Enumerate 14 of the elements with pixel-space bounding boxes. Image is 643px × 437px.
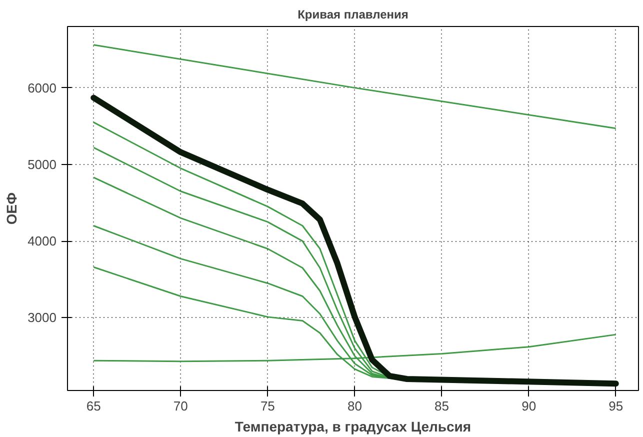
x-axis-title: Температура, в градусах Цельсия (234, 418, 472, 434)
y-tick-label: 3000 (28, 310, 56, 326)
x-tick-label: 80 (348, 398, 362, 414)
y-tick-label: 4000 (28, 234, 56, 249)
y-tick-label: 5000 (28, 156, 56, 172)
chart-title: Кривая плавления (298, 8, 408, 22)
y-tick-label: 6000 (28, 80, 56, 96)
y-axis-title: ОЕФ (4, 192, 20, 225)
x-tick-label: 85 (434, 398, 450, 414)
x-tick-label: 95 (608, 398, 624, 414)
x-tick-label: 90 (522, 398, 536, 414)
x-tick-label: 70 (173, 398, 188, 414)
x-tick-label: 65 (86, 398, 101, 414)
x-tick-label: 75 (260, 398, 275, 414)
